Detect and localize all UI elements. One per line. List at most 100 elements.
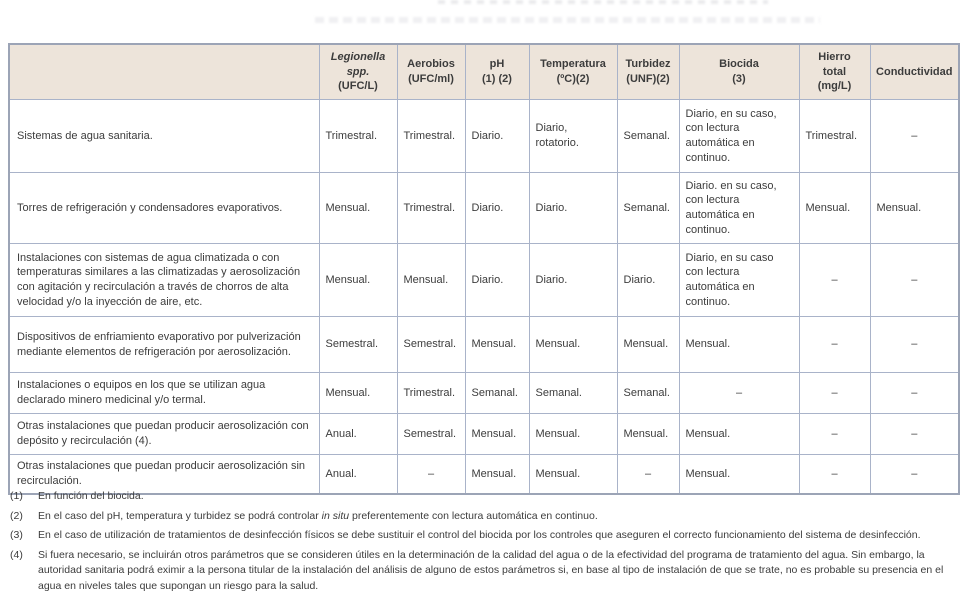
column-header-legionella: Legionella spp. (UFC/L) <box>318 43 398 100</box>
table-body: Sistemas de agua sanitaria. Trimestral. Tr… <box>8 99 960 495</box>
frequency-cell: Trimestral. <box>396 99 466 173</box>
column-header-conductividad: Conductividad <box>869 43 960 100</box>
footnote-text: En el caso del pH, temperatura y turbide… <box>38 509 322 522</box>
row-label-cell: Torres de refrigeración y condensadores … <box>8 172 320 244</box>
column-header-turbidez: Turbidez (UNF)(2) <box>616 43 680 100</box>
column-header-hierro-total: Hierro total (mg/L) <box>798 43 871 100</box>
frequency-cell: Semestral. <box>396 413 466 455</box>
frequency-cell-empty: – <box>798 316 871 373</box>
header-line: (UNF)(2) <box>626 73 670 85</box>
header-line: Biocida <box>719 58 759 71</box>
frequency-cell: Semestral. <box>318 316 398 373</box>
monitoring-frequency-table: Legionella spp. (UFC/L) Aerobios (UFC/ml) pH (… <box>8 43 960 495</box>
frequency-cell: Mensual. <box>396 243 466 317</box>
frequency-cell: Diario. <box>464 243 530 317</box>
frequency-cell: Mensual. <box>798 172 871 244</box>
footnote-text: in situ <box>321 509 350 522</box>
frequency-cell: Diario. <box>464 99 530 173</box>
header-line: total <box>822 65 847 78</box>
frequency-cell: Diario, en su caso, con lectura automáti… <box>678 99 800 173</box>
frequency-cell: Mensual. <box>616 413 680 455</box>
header-line: Hierro <box>818 51 851 64</box>
footnote-text: En el caso de utilización de tratamiento… <box>38 529 921 541</box>
table-row: Otras instalaciones que puedan producir … <box>8 413 960 455</box>
header-line: Conductividad <box>876 65 953 78</box>
footnote-number: (3) <box>10 529 23 541</box>
frequency-cell: Mensual. <box>528 316 618 373</box>
footnote-number: (2) <box>10 509 23 522</box>
faded-cutoff-text-line2 <box>315 17 820 23</box>
table-row: Torres de refrigeración y condensadores … <box>8 172 960 244</box>
column-header-temperatura: Temperatura (ºC)(2) <box>528 43 618 100</box>
header-line: spp. <box>346 65 370 78</box>
frequency-cell: Diario. <box>528 172 618 244</box>
table-row: Sistemas de agua sanitaria. Trimestral. Tr… <box>8 99 960 173</box>
frequency-cell: Anual. <box>318 413 398 455</box>
frequency-cell-empty: – <box>869 99 960 173</box>
footnote-number: (4) <box>10 548 23 561</box>
footnote-number: (1) <box>10 490 23 502</box>
frequency-cell: Mensual. <box>616 316 680 373</box>
column-header-aerobios: Aerobios (UFC/ml) <box>396 43 466 100</box>
frequency-cell: Semestral. <box>396 316 466 373</box>
row-label-cell: Instalaciones con sistemas de agua clima… <box>8 243 320 317</box>
footnote-text: preferentemente con lectura automática e… <box>349 509 598 522</box>
header-line: (UFC/L) <box>338 80 378 93</box>
frequency-cell: Mensual. <box>318 172 398 244</box>
footnote: (4) Si fuera necesario, se incluirán otro… <box>8 548 958 595</box>
frequency-cell-empty: – <box>869 372 960 414</box>
row-label-cell: Sistemas de agua sanitaria. <box>8 99 320 173</box>
footnotes: (1) En función del biocida. (2) En el caso … <box>8 489 958 598</box>
row-label-cell: Dispositivos de enfriamiento evaporativo… <box>8 316 320 373</box>
frequency-cell: Anual. <box>318 454 398 495</box>
frequency-cell: Mensual. <box>528 413 618 455</box>
header-line: (ºC)(2) <box>556 73 590 85</box>
frequency-cell-empty: – <box>396 454 466 495</box>
frequency-cell: Mensual. <box>528 454 618 495</box>
frequency-cell: Mensual. <box>318 372 398 414</box>
frequency-cell: Mensual. <box>464 413 530 455</box>
header-line: (1) (2) <box>482 73 512 85</box>
frequency-cell: Trimestral. <box>798 99 871 173</box>
header-line: Aerobios <box>407 58 455 71</box>
frequency-cell: Semanal. <box>616 172 680 244</box>
frequency-cell-empty: – <box>869 413 960 455</box>
frequency-cell-empty: – <box>616 454 680 495</box>
header-line: (mg/L) <box>817 80 852 93</box>
frequency-cell: Diario. <box>464 172 530 244</box>
footnote: (3) En el caso de utilización de tratamie… <box>8 528 958 544</box>
header-line: Temperatura <box>540 58 606 71</box>
frequency-cell: Semanal. <box>616 99 680 173</box>
header-line: pH <box>489 58 505 71</box>
header-line: Turbidez <box>625 58 671 71</box>
column-header-biocida: Biocida (3) <box>678 43 800 100</box>
frequency-cell-empty: – <box>798 372 871 414</box>
footnote-text: Si fuera necesario, se incluirán otros p… <box>38 548 944 592</box>
row-label-cell: Otras instalaciones que puedan producir … <box>8 454 320 495</box>
row-label-cell: Instalaciones o equipos en los que se ut… <box>8 372 320 414</box>
frequency-cell: Mensual. <box>678 454 800 495</box>
frequency-cell-empty: – <box>678 372 800 414</box>
frequency-cell-empty: – <box>869 316 960 373</box>
frequency-cell: Semanal. <box>528 372 618 414</box>
header-line: (3) <box>732 73 746 85</box>
footnote: (2) En el caso del pH, temperatura y turb… <box>8 509 958 525</box>
frequency-cell: Mensual. <box>464 454 530 495</box>
frequency-cell: Mensual. <box>869 172 960 244</box>
table-row: Instalaciones o equipos en los que se ut… <box>8 372 960 414</box>
frequency-cell: Mensual. <box>678 413 800 455</box>
frequency-cell: Trimestral. <box>318 99 398 173</box>
row-label-cell: Otras instalaciones que puedan producir … <box>8 413 320 455</box>
frequency-cell-empty: – <box>798 243 871 317</box>
frequency-cell: Diario. <box>616 243 680 317</box>
faded-cutoff-text-line1 <box>438 0 768 4</box>
header-row: Legionella spp. (UFC/L) Aerobios (UFC/ml) pH (… <box>8 43 960 100</box>
frequency-cell-empty: – <box>869 454 960 495</box>
frequency-cell: Mensual. <box>318 243 398 317</box>
frequency-cell: Semanal. <box>464 372 530 414</box>
header-line: (UFC/ml) <box>408 73 454 85</box>
frequency-cell: Diario. <box>528 243 618 317</box>
frequency-cell-empty: – <box>869 243 960 317</box>
frequency-cell: Mensual. <box>678 316 800 373</box>
header-line: Legionella <box>330 51 386 64</box>
